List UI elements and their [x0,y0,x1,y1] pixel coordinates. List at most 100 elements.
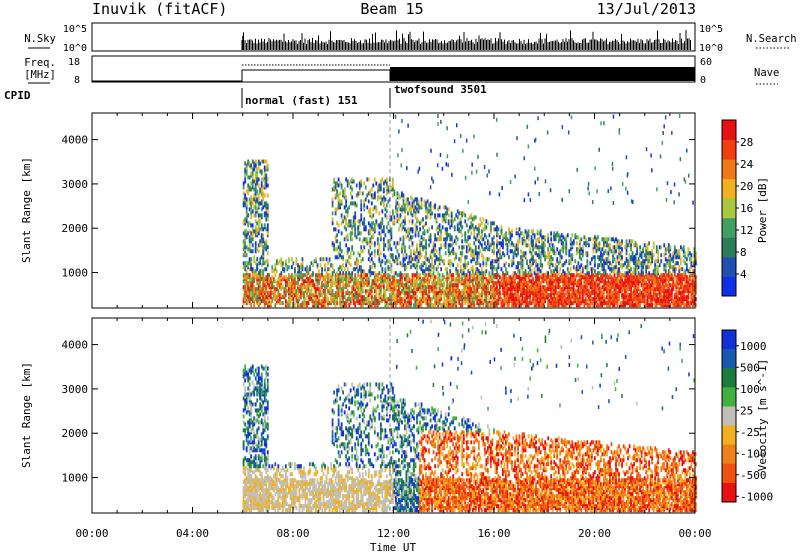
heatmap-cell [271,275,274,280]
heatmap-cell [348,205,351,210]
heatmap-cell [447,213,450,218]
heatmap-cell [358,265,361,270]
heatmap-cell [480,243,483,248]
heatmap-cell [395,209,397,214]
heatmap-cell [300,271,302,276]
heatmap-cell [396,219,399,224]
heatmap-cell [416,243,418,248]
heatmap-cell [259,269,262,274]
heatmap-cell [265,295,268,300]
heatmap-cell [346,233,349,238]
heatmap-cell [316,295,319,300]
heatmap-cell [382,225,385,230]
heatmap-cell [373,289,376,294]
heatmap-cell [328,287,331,292]
heatmap-cell [373,227,376,232]
heatmap-cell [382,289,385,294]
heatmap-cell [316,263,319,268]
heatmap-cell [345,203,348,208]
heatmap-cell [378,277,381,282]
heatmap-cell [297,291,299,296]
heatmap-cell [343,283,346,288]
heatmap-cell [277,261,280,266]
heatmap-cell [369,273,372,278]
heatmap-cell [292,261,295,266]
heatmap-cell [265,165,268,170]
heatmap-cell [278,259,281,264]
heatmap-cell [539,269,542,274]
heatmap-cell [354,215,357,220]
heatmap-cell [345,243,348,248]
heatmap-cell [370,225,373,230]
heatmap-cell [257,231,260,236]
heatmap-cell [266,193,269,198]
heatmap-cell [405,301,408,306]
heatmap-cell [417,251,420,256]
heatmap-cell [388,243,391,248]
heatmap-cell [297,267,299,272]
heatmap-cell [401,289,403,294]
heatmap-cell [385,215,388,220]
heatmap-cell [489,225,492,230]
heatmap-cell [414,233,417,238]
heatmap-cell [535,259,538,264]
heatmap-cell [364,197,367,202]
heatmap-cell [577,261,580,266]
heatmap-cell [382,187,385,192]
heatmap-cell [358,287,361,292]
heatmap-cell [391,303,394,308]
heatmap-cell [373,205,376,210]
heatmap-cell [387,273,390,278]
heatmap-cell [379,251,382,256]
heatmap-cell [382,253,385,258]
heatmap-cell [425,251,427,256]
heatmap-cell [312,279,314,284]
heatmap-cell [391,257,394,262]
heatmap-cell [416,225,418,230]
nsky-tick-top: 10^5 [63,24,87,35]
heatmap-cell [349,237,352,242]
heatmap-cell [319,263,322,268]
heatmap-cell [360,249,363,254]
heatmap-cell [263,159,266,164]
heatmap-cell [297,295,299,300]
heatmap-cell [382,241,385,246]
heatmap-cell [500,225,503,230]
heatmap-cell [281,295,284,300]
heatmap-cell [278,273,281,278]
heatmap-cell [471,223,474,228]
heatmap-cell [248,207,251,212]
heatmap-cell [263,193,266,198]
heatmap-cell [259,243,262,248]
heatmap-cell [370,235,373,240]
heatmap-cell [515,227,518,232]
heatmap-cell [260,187,263,192]
heatmap-cell [396,299,399,304]
heatmap-cell [289,291,292,296]
heatmap-cell [402,263,405,268]
heatmap-cell [390,227,393,232]
heatmap-cell [256,197,259,202]
heatmap-cell [343,225,346,230]
heatmap-cell [391,275,394,280]
heatmap-cell [398,291,400,296]
heatmap-cell [435,249,438,254]
heatmap-cell [266,273,269,278]
heatmap-cell [562,249,565,254]
heatmap-cell [361,273,364,278]
heatmap-cell [398,299,400,304]
heatmap-cell [390,231,393,236]
heatmap-cell [250,163,253,168]
heatmap-cell [266,263,269,268]
heatmap-cell [352,219,355,224]
heatmap-cell [349,251,352,256]
heatmap-cell [342,295,345,300]
heatmap-cell [340,303,343,308]
heatmap-cell [369,231,372,236]
heatmap-cell [355,235,358,240]
heatmap-cell [517,265,519,270]
heatmap-cell [592,249,595,254]
heatmap-cell [361,277,364,282]
heatmap-cell [551,257,554,262]
heatmap-cell [527,243,530,248]
